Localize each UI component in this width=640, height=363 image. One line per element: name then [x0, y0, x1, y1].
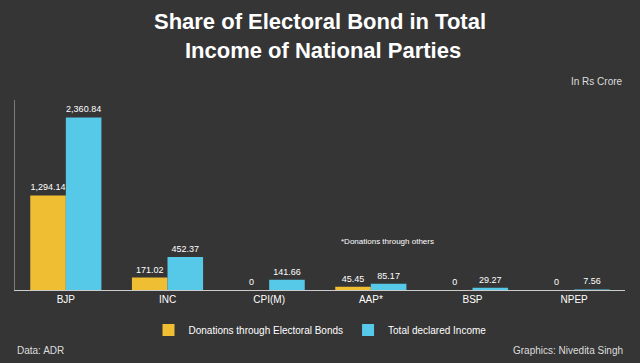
svg-text:In Rs Crore: In Rs Crore [571, 76, 623, 87]
svg-text:45.45: 45.45 [342, 274, 365, 284]
svg-text:7.56: 7.56 [583, 276, 601, 286]
svg-text:Total declared Income: Total declared Income [388, 325, 486, 336]
svg-text:Data: ADR: Data: ADR [17, 345, 64, 356]
svg-text:*Donations through others: *Donations through others [341, 237, 434, 246]
svg-text:CPI(M): CPI(M) [253, 294, 285, 305]
svg-text:Donations through Electoral Bo: Donations through Electoral Bonds [189, 325, 344, 336]
svg-text:BJP: BJP [57, 294, 76, 305]
svg-text:INC: INC [159, 294, 176, 305]
svg-text:29.27: 29.27 [479, 275, 502, 285]
svg-text:141.66: 141.66 [273, 267, 301, 277]
svg-text:NPEP: NPEP [561, 294, 589, 305]
svg-text:Share of Electoral Bond in Tot: Share of Electoral Bond in Total Income … [154, 9, 486, 63]
svg-text:0: 0 [249, 277, 254, 287]
svg-text:Graphics: Nivedita Singh: Graphics: Nivedita Singh [513, 345, 623, 356]
svg-text:1,294.14: 1,294.14 [31, 182, 66, 192]
svg-text:AAP*: AAP* [359, 294, 383, 305]
svg-text:2,360.84: 2,360.84 [66, 104, 101, 114]
svg-text:452.37: 452.37 [172, 244, 200, 254]
svg-text:85.17: 85.17 [377, 271, 400, 281]
svg-text:BSP: BSP [462, 294, 482, 305]
svg-text:171.02: 171.02 [136, 265, 164, 275]
svg-text:0: 0 [452, 277, 457, 287]
svg-text:0: 0 [554, 277, 559, 287]
